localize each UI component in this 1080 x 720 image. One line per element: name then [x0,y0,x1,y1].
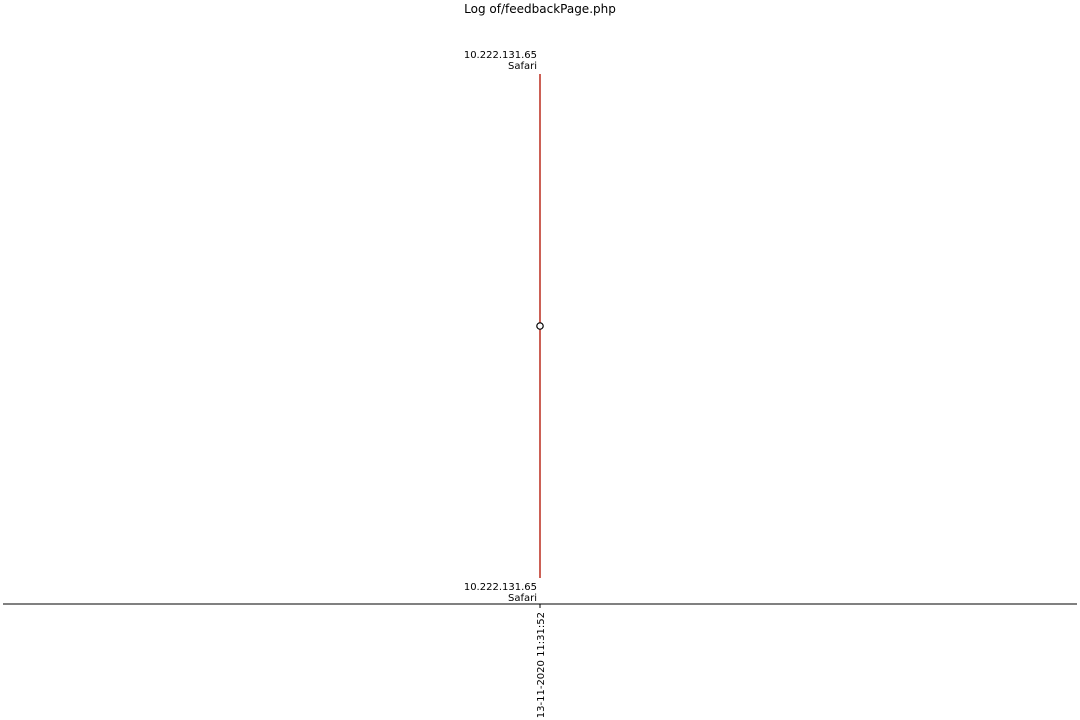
annotation-browser: Safari [508,61,537,72]
annotation-ip: 10.222.131.65 [464,50,537,61]
annotation-ip: 10.222.131.65 [464,582,537,593]
chart-title: Log of/feedbackPage.php [464,2,616,16]
marker-layer [536,322,544,330]
x-tick-label: 13-11-2020 11:31:52 [536,612,547,718]
annotation-browser: Safari [508,593,537,604]
x-axis-ticks: 13-11-2020 11:31:52 [536,604,547,718]
event-marker [536,322,544,330]
